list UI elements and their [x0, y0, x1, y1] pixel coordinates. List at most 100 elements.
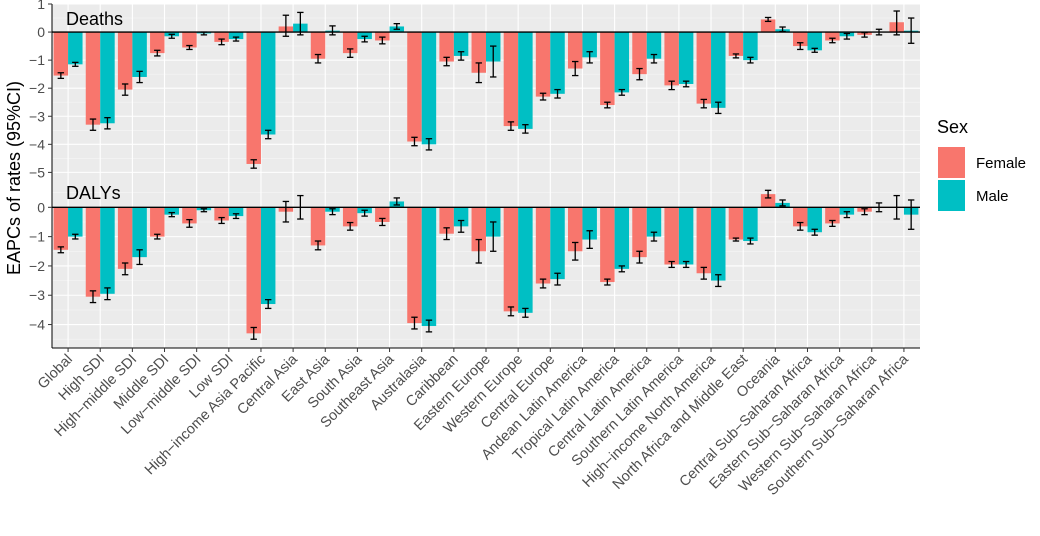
error-bar-female: [507, 306, 515, 317]
error-bar-female: [604, 101, 611, 109]
bar-female: [53, 32, 69, 76]
bar-male: [453, 207, 469, 227]
error-bar-male: [811, 47, 818, 53]
error-bar-female: [411, 136, 418, 147]
bar-female: [567, 32, 583, 69]
bar-female: [310, 207, 326, 246]
error-bar-female: [572, 241, 579, 261]
error-bar-male: [618, 265, 626, 273]
error-bar-female: [282, 14, 290, 37]
error-bar-male: [490, 221, 497, 252]
bar-male: [228, 32, 244, 40]
error-bar-male: [393, 197, 400, 206]
bar-female: [342, 32, 358, 54]
bar-male: [357, 32, 372, 40]
error-bar-male: [297, 11, 304, 36]
error-bar-male: [232, 36, 240, 42]
bar-female: [310, 32, 326, 59]
error-bar-female: [250, 159, 257, 169]
bar-male: [453, 32, 469, 56]
error-bar-female: [121, 83, 129, 96]
bar-male: [100, 207, 115, 294]
legend: Sex Female Male: [937, 117, 1026, 211]
bar-female: [182, 207, 197, 224]
bar-male: [68, 207, 83, 237]
bar-female: [535, 207, 551, 284]
error-bar-male: [425, 138, 433, 151]
error-bar-male: [297, 194, 304, 220]
bar-female: [600, 32, 615, 106]
bar-female: [214, 32, 229, 42]
bar-female: [439, 207, 454, 234]
error-bar-female: [829, 219, 836, 228]
bar-male: [743, 207, 758, 242]
bar-male: [164, 207, 179, 215]
error-bar-male: [361, 35, 368, 43]
bar-male: [550, 207, 565, 280]
y-tick-label: 0: [37, 199, 45, 215]
error-bar-male: [264, 298, 272, 310]
panel-label: Deaths: [66, 9, 123, 29]
bar-male: [614, 207, 630, 269]
error-bar-female: [411, 316, 418, 330]
bar-male: [711, 207, 726, 281]
bar-male: [68, 32, 83, 65]
bar-male: [132, 32, 147, 77]
error-bar-female: [539, 92, 547, 101]
bar-female: [696, 207, 712, 274]
bar-female: [567, 207, 583, 252]
bar-female: [728, 207, 744, 240]
error-bar-female: [314, 240, 322, 251]
y-tick-label: −3: [29, 108, 45, 124]
bar-female: [53, 207, 69, 250]
error-bar-male: [329, 208, 336, 216]
bar-female: [375, 207, 390, 222]
error-bar-male: [650, 231, 658, 242]
error-bar-female: [893, 194, 900, 220]
error-bar-female: [346, 221, 354, 231]
error-bar-female: [186, 44, 193, 51]
bar-male: [711, 32, 726, 108]
error-bar-male: [104, 117, 111, 130]
legend-label-male: Male: [976, 188, 1009, 205]
panel-deaths: 1 0 −1 −2 −3 −4 −5 Deaths: [29, 0, 920, 180]
error-bar-male: [490, 45, 497, 78]
error-bar-female: [700, 266, 708, 280]
error-bar-male: [875, 202, 883, 213]
bar-female: [535, 32, 551, 97]
error-bar-male: [361, 209, 368, 217]
bar-female: [150, 32, 165, 54]
y-tick-label: −4: [29, 136, 45, 152]
bar-female: [407, 207, 422, 324]
bar-female: [246, 32, 261, 164]
error-bar-male: [843, 32, 851, 40]
legend-label-female: Female: [976, 155, 1026, 172]
error-bar-male: [457, 219, 465, 233]
bar-female: [85, 32, 101, 125]
y-tick-label: 1: [37, 0, 45, 12]
bar-female: [439, 32, 454, 62]
error-bar-male: [650, 53, 658, 64]
bar-male: [582, 207, 597, 240]
error-bar-male: [811, 228, 818, 236]
error-bar-female: [475, 62, 482, 84]
error-bar-male: [843, 211, 851, 219]
bar-male: [100, 32, 115, 124]
bar-male: [132, 207, 147, 258]
error-bar-male: [747, 237, 754, 245]
bar-male: [260, 207, 276, 305]
y-tick-label: −4: [29, 317, 45, 333]
bar-female: [632, 207, 647, 258]
y-tick-label: −2: [29, 258, 45, 274]
error-bar-female: [346, 48, 354, 58]
bar-female: [664, 32, 679, 86]
error-bar-female: [186, 218, 193, 228]
error-bar-female: [154, 233, 161, 240]
error-bar-male: [747, 56, 754, 64]
error-bar-male: [393, 22, 400, 30]
error-bar-male: [264, 129, 272, 140]
bar-male: [678, 32, 694, 84]
error-bar-male: [554, 272, 561, 286]
bar-male: [839, 207, 855, 215]
bar-female: [793, 207, 808, 227]
